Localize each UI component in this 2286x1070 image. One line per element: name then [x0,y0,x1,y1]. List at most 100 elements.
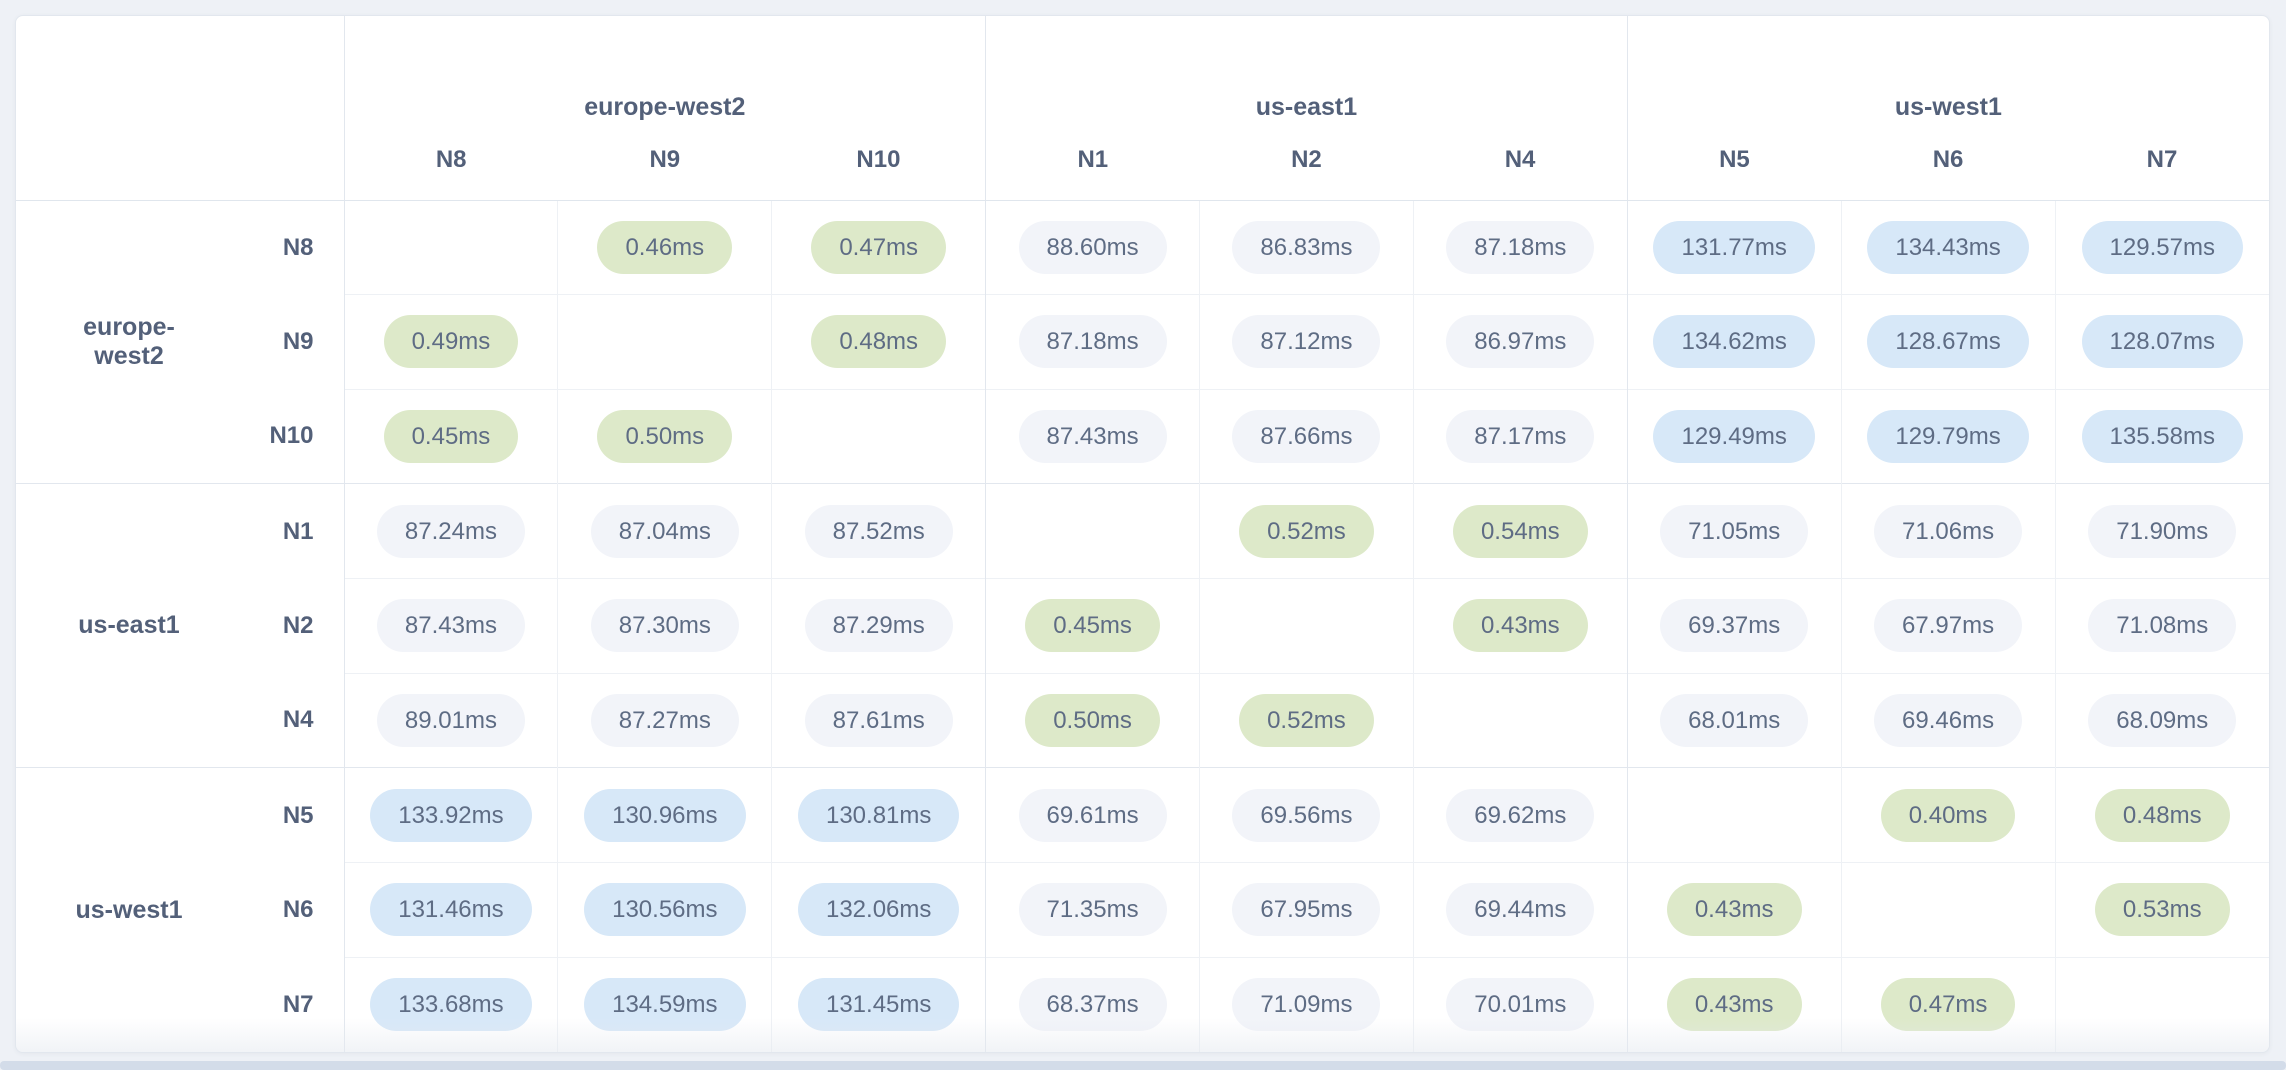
latency-pill: 130.81ms [797,788,960,842]
latency-cell-N6-col1: 130.56ms [557,862,772,958]
latency-cell-N6-col2: 132.06ms [771,862,986,958]
latency-pill: 128.07ms [2081,315,2243,369]
corner-cell [16,16,344,201]
latency-pill: 0.43ms [1666,978,1802,1032]
latency-pill: 133.68ms [370,978,532,1032]
latency-pill: 71.90ms [2088,504,2237,558]
latency-pill: 131.46ms [370,883,532,937]
latency-cell-N10-col3: 87.43ms [985,388,1200,484]
latency-cell-N7-col4: 71.09ms [1199,956,1414,1052]
latency-cell-N6-col8: 0.53ms [2054,862,2269,958]
latency-cell-N8-col3: 88.60ms [985,200,1200,295]
latency-cell-N5-col0: 133.92ms [343,767,558,863]
latency-pill: 87.18ms [1446,220,1595,274]
latency-cell-N6-col4: 67.95ms [1199,862,1414,958]
latency-cell-N2-col8: 71.08ms [2054,578,2269,674]
latency-pill: 69.37ms [1660,599,1809,653]
latency-cell-N8-col0 [343,200,558,295]
column-header-N2: N2 [1199,128,1414,201]
latency-cell-N1-col1: 87.04ms [557,483,772,579]
latency-cell-N10-col0: 0.45ms [343,388,558,484]
row-header-N1: N1 [206,483,344,579]
latency-cell-N1-col2: 87.52ms [771,483,986,579]
matrix-row-N2: N2 87.43ms 87.30ms 87.29ms 0.45ms 0.43ms 69.37… [16,578,2269,674]
horizontal-scrollbar[interactable] [0,1061,2286,1070]
latency-cell-N2-col5: 0.43ms [1412,578,1628,674]
latency-pill: 71.06ms [1874,504,2023,558]
latency-pill: 70.01ms [1446,978,1595,1032]
latency-cell-N1-col0: 87.24ms [343,483,558,579]
column-header-N1: N1 [985,128,1200,201]
latency-cell-N4-col1: 87.27ms [557,672,772,768]
latency-pill: 0.43ms [1666,883,1802,937]
matrix-row-N4: N4 89.01ms 87.27ms 87.61ms 0.50ms 0.52ms 68.01… [16,672,2269,768]
latency-pill: 133.92ms [370,788,532,842]
latency-pill: 128.67ms [1867,315,2029,369]
latency-pill: 88.60ms [1018,220,1167,274]
latency-pill: 134.62ms [1653,315,1815,369]
latency-pill: 0.53ms [2094,883,2230,937]
latency-cell-N7-col3: 68.37ms [985,956,1200,1052]
latency-cell-N9-col3: 87.18ms [985,294,1200,390]
column-header-N4: N4 [1413,128,1628,201]
latency-pill: 67.95ms [1232,883,1381,937]
latency-pill: 87.43ms [376,599,525,653]
latency-cell-N4-col7: 69.46ms [1840,672,2055,768]
column-group-row: europe-west2 us-east1 us-west1 [16,16,2269,201]
latency-pill: 0.47ms [811,220,947,274]
latency-pill: 87.24ms [376,504,525,558]
column-header-N5: N5 [1626,128,1842,201]
latency-pill: 68.09ms [2088,694,2237,748]
latency-cell-N8-col8: 129.57ms [2054,200,2269,295]
matrix-header: europe-west2 us-east1 us-west1 N8 N9 N10 N1 N2 N… [16,16,2269,201]
latency-cell-N2-col2: 87.29ms [771,578,986,674]
latency-pill: 69.56ms [1232,788,1381,842]
latency-cell-N4-col6: 68.01ms [1626,672,1842,768]
latency-cell-N6-col3: 71.35ms [985,862,1200,958]
row-group-label-europe-west2: europe-west2 [83,312,175,370]
latency-cell-N6-col0: 131.46ms [343,862,558,958]
row-header-N2: N2 [282,611,314,639]
latency-cell-N8-col6: 131.77ms [1626,200,1842,295]
latency-cell-N1-col3 [985,483,1200,579]
latency-cell-N7-col2: 131.45ms [771,956,986,1052]
row-group-label-us-east1: us-east1 [16,483,206,768]
latency-pill: 67.97ms [1874,599,2023,653]
latency-matrix-table: europe-west2 us-east1 us-west1 N8 N9 N10 N1 N2 N… [16,16,2269,1052]
latency-pill: 135.58ms [2081,410,2243,464]
latency-cell-N10-col6: 129.49ms [1626,388,1842,484]
latency-pill: 86.97ms [1446,315,1595,369]
row-header-N4: N4 [282,706,314,734]
latency-pill: 0.50ms [1025,694,1160,748]
matrix-row-N7: N7 133.68ms 134.59ms 131.45ms 68.37ms 71.09ms… [16,956,2269,1052]
latency-cell-N4-col8: 68.09ms [2054,672,2269,768]
latency-pill: 129.49ms [1653,410,1815,464]
latency-cell-N5-col7: 0.40ms [1840,767,2055,863]
latency-pill: 89.01ms [376,694,525,748]
latency-cell-N9-col8: 128.07ms [2054,294,2269,390]
column-header-N7: N7 [2055,128,2269,201]
latency-pill: 69.46ms [1874,694,2023,748]
column-group-header-us-east1: us-east1 [985,16,1628,128]
latency-cell-N5-col6 [1626,767,1842,863]
latency-pill: 87.30ms [590,599,739,653]
latency-pill: 71.35ms [1018,883,1167,937]
column-group-header-us-west1: us-west1 [1626,16,2269,128]
latency-cell-N5-col5: 69.62ms [1412,767,1628,863]
latency-pill: 87.61ms [804,694,953,748]
row-header-N10: N10 [269,422,314,450]
latency-cell-N7-col0: 133.68ms [343,956,558,1052]
latency-pill: 69.61ms [1018,788,1167,842]
row-header-N7: N7 [282,990,314,1018]
latency-pill: 87.17ms [1446,410,1595,464]
latency-pill: 87.27ms [590,694,739,748]
latency-cell-N10-col4: 87.66ms [1199,388,1414,484]
latency-cell-N9-col7: 128.67ms [1840,294,2055,390]
latency-pill: 87.12ms [1232,315,1381,369]
latency-cell-N4-col2: 87.61ms [771,672,986,768]
latency-cell-N10-col2 [771,388,986,484]
latency-cell-N7-col1: 134.59ms [557,956,772,1052]
latency-cell-N9-col1 [557,294,772,390]
latency-pill: 131.77ms [1653,220,1815,274]
latency-pill: 87.43ms [1018,410,1167,464]
